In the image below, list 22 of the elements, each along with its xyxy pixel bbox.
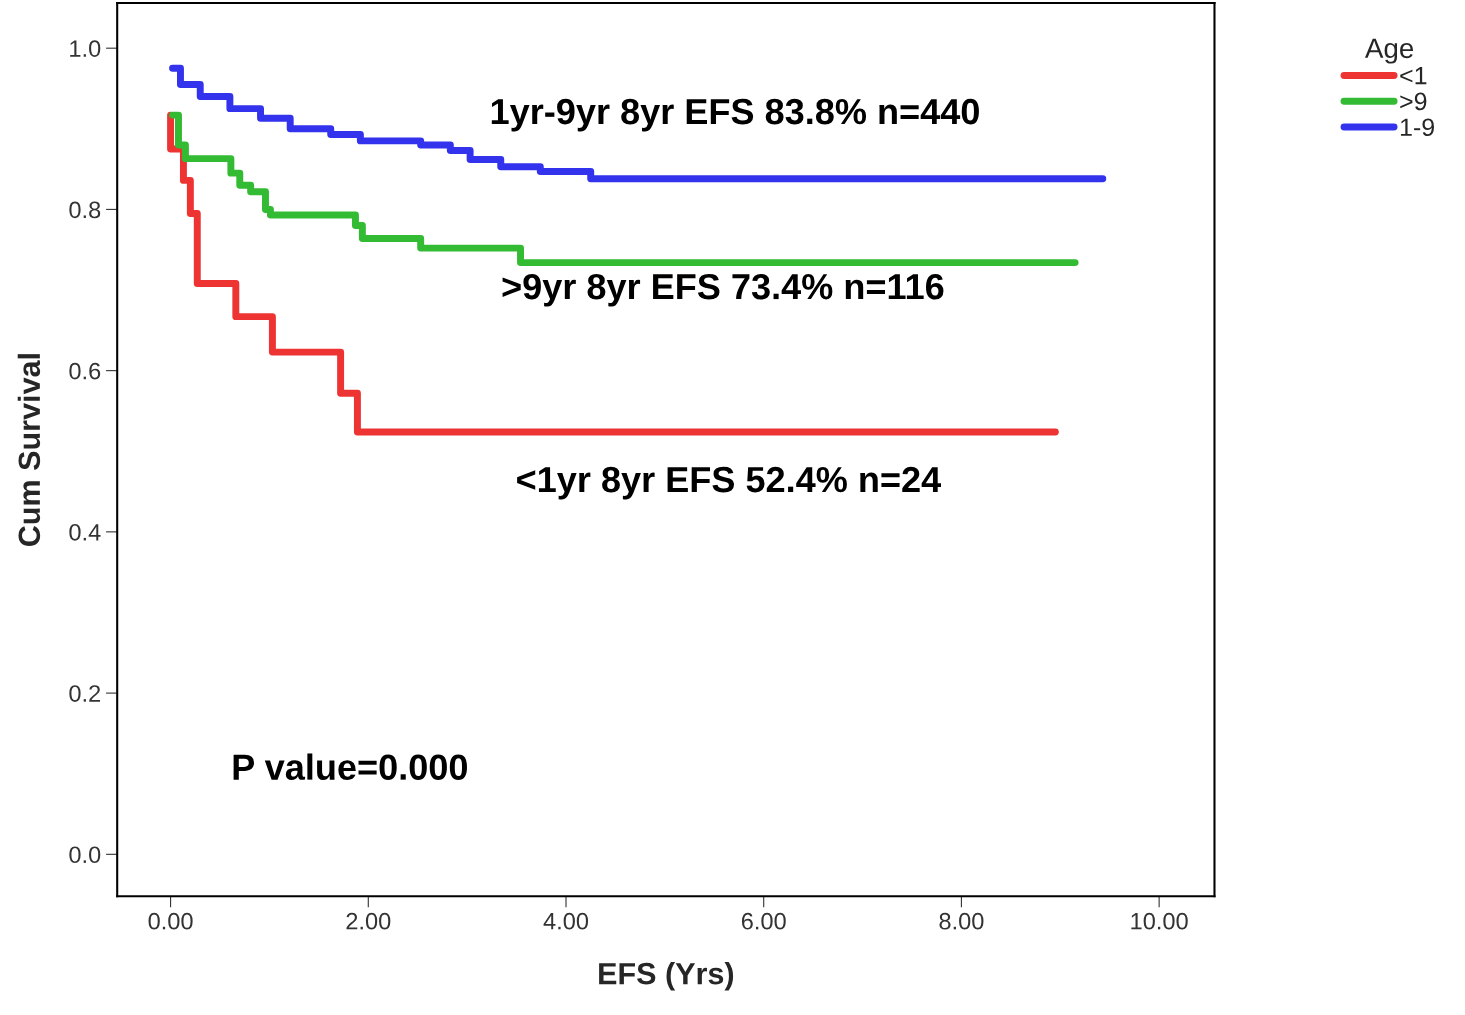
legend-label: >9 — [1400, 92, 1427, 111]
y-tick-label: 0.8 — [69, 201, 101, 219]
annotation: <1yr 8yr EFS 52.4% n=24 — [517, 466, 941, 500]
y-tick-label: 0.4 — [69, 523, 101, 541]
legend-label: <1 — [1400, 67, 1427, 85]
y-tick-label: 0.2 — [69, 685, 101, 702]
annotation: >9yr 8yr EFS 73.4% n=116 — [502, 273, 944, 307]
y-tick-label: 0.6 — [69, 362, 101, 380]
x-axis-title: EFS (Yrs) — [599, 962, 734, 991]
x-tick-label: 2.00 — [346, 912, 391, 930]
y-tick-label: 1.0 — [70, 40, 101, 57]
y-tick-label: 0.0 — [69, 846, 101, 864]
y-axis-title: Cum Survival — [17, 354, 41, 547]
x-tick-label: 4.00 — [543, 912, 589, 930]
x-tick-label: 8.00 — [939, 912, 984, 930]
legend-label: 1-9 — [1400, 118, 1434, 137]
x-tick-label: 10.00 — [1131, 912, 1188, 930]
annotation: P value=0.000 — [233, 753, 467, 780]
x-tick-label: 6.00 — [741, 912, 786, 930]
legend-title: Age — [1364, 38, 1414, 64]
x-tick-label: 0.00 — [148, 912, 193, 930]
annotation: 1yr-9yr 8yr EFS 83.8% n=440 — [491, 98, 979, 132]
